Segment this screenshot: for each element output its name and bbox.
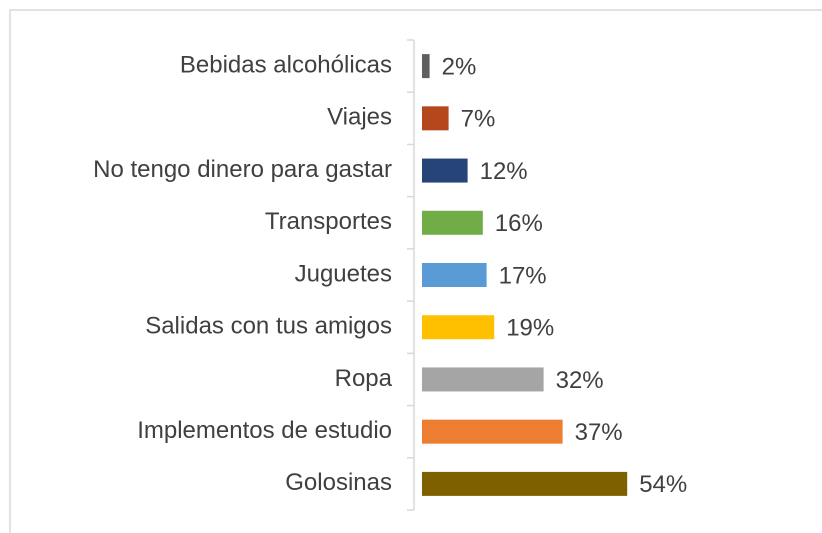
bar [422,419,563,444]
category-label: Ropa [335,365,393,392]
category-label: Bebidas alcohólicas [180,51,392,78]
category-label: Golosinas [285,469,392,496]
bar [422,106,449,131]
value-label: 19% [506,315,554,342]
value-label: 32% [556,367,604,394]
value-label: 12% [480,158,528,185]
bar [422,158,468,183]
category-label: No tengo dinero para gastar [93,156,392,183]
bar [422,471,628,496]
value-label: 7% [461,106,496,133]
value-label: 17% [499,262,547,289]
bar [422,367,544,392]
category-label: Viajes [327,104,392,131]
value-label: 16% [495,210,543,237]
category-label: Transportes [265,208,392,235]
category-label: Implementos de estudio [137,417,392,444]
category-label: Salidas con tus amigos [145,313,392,340]
bar [422,263,487,287]
category-label: Juguetes [295,260,392,287]
chart-border [9,9,822,533]
bar [422,315,495,340]
value-label: 37% [575,419,623,446]
bar [422,210,483,235]
value-label: 2% [442,53,477,80]
value-label: 54% [639,471,687,498]
bar [422,54,430,79]
